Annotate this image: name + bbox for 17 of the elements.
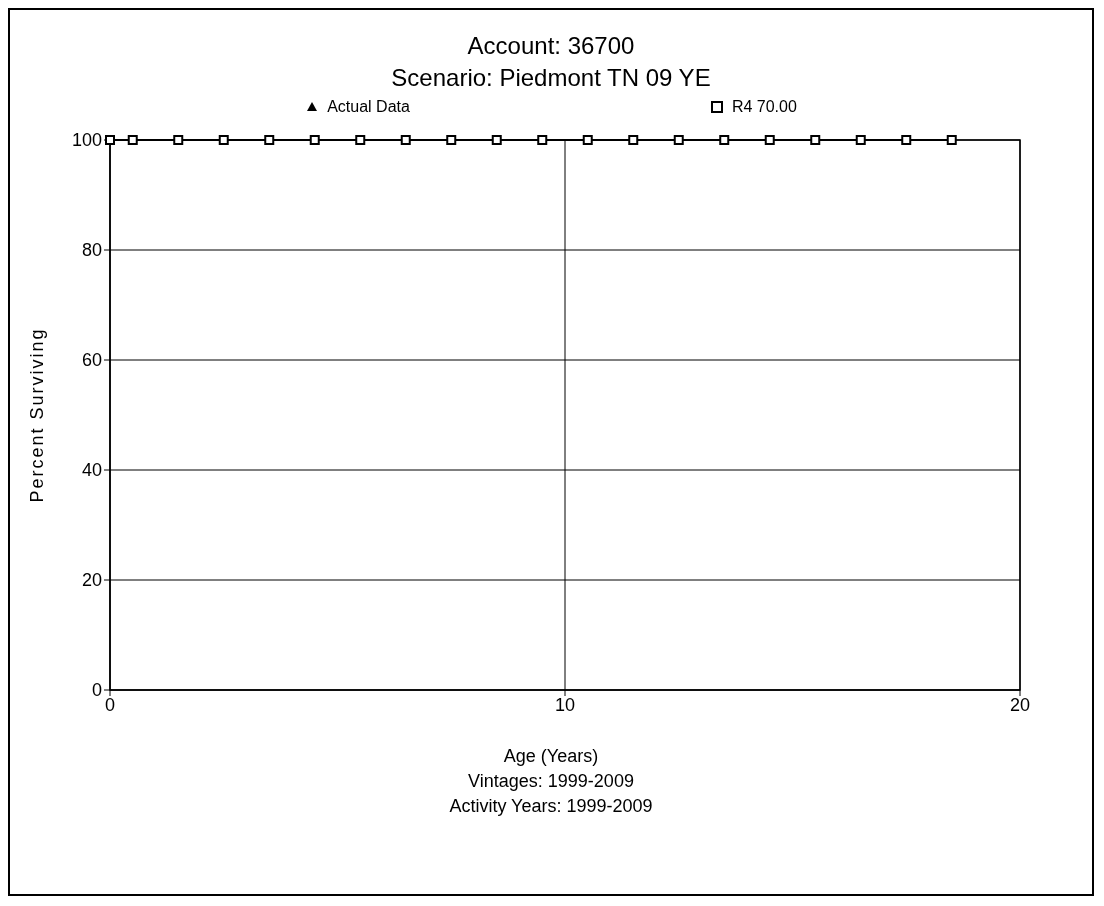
y-tick-label: 0 [91, 680, 102, 701]
y-tick-label: 60 [81, 350, 102, 371]
legend-label: R4 70.00 [731, 98, 797, 116]
text: Activity Years: 1999-2009 [448, 796, 654, 817]
y-tick-label: 40 [81, 460, 102, 481]
x-tick-label: 20 [1009, 694, 1031, 715]
y-axis-title: Percent Surviving [27, 327, 48, 503]
x-tick-label: 10 [554, 694, 576, 715]
chart-title: Account: 36700 [466, 32, 636, 60]
x-axis-title: Age (Years) [502, 746, 600, 767]
y-tick-label: 80 [81, 240, 102, 261]
x-tick-label: 0 [104, 694, 116, 715]
y-tick-label: 20 [81, 570, 102, 591]
chart-subtitle: Scenario: Piedmont TN 09 YE [390, 64, 712, 92]
legend-label: Actual Data [327, 98, 410, 116]
text: Vintages: 1999-2009 [467, 771, 635, 792]
y-tick-label: 100 [71, 130, 102, 151]
